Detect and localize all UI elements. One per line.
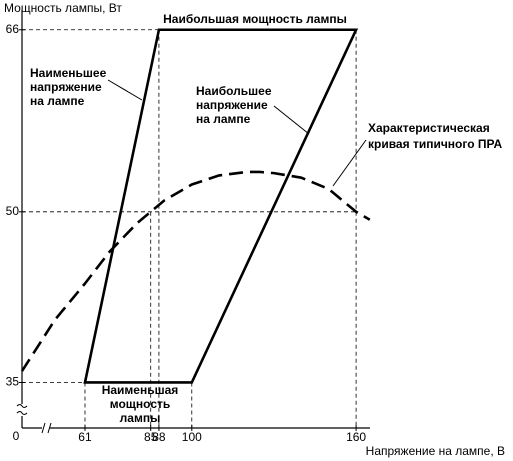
ballast-curve <box>20 170 371 372</box>
leader-line <box>273 105 310 135</box>
x-tick-label: 61 <box>78 430 92 444</box>
annotation: Наименьшая <box>102 383 179 397</box>
annotation: Наибольшая мощность лампы <box>163 12 347 26</box>
x-axis-label: Напряжение на лампе, В <box>366 444 505 458</box>
x-tick-label: 85 <box>144 430 158 444</box>
annotation: кривая типичного ПРА <box>368 137 502 151</box>
x-tick-label: 100 <box>182 430 202 444</box>
axis-break <box>41 422 52 434</box>
y-tick-label: 66 <box>6 22 20 36</box>
annotation: Наибольшее <box>196 84 272 98</box>
x-tick-label: 88 <box>152 430 166 444</box>
annotation: напряжение <box>196 98 268 112</box>
annotation: лампы <box>120 411 161 425</box>
annotation: на лампе <box>30 94 85 108</box>
origin-label: 0 <box>13 429 20 443</box>
annotation: напряжение <box>30 80 102 94</box>
leader-line <box>107 79 143 101</box>
y-tick-label: 50 <box>6 204 20 218</box>
leader-line <box>332 139 367 187</box>
annotation: Характеристическая <box>368 121 490 135</box>
y-tick-label: 35 <box>6 375 20 389</box>
x-tick-label: 160 <box>346 430 366 444</box>
annotation: на лампе <box>196 112 251 126</box>
axis-break <box>16 404 28 415</box>
lamp-region <box>83 28 359 384</box>
y-axis-label: Мощность лампы, Вт <box>4 1 122 15</box>
annotation: мощность <box>110 397 171 411</box>
annotation: Наименьшее <box>30 66 107 80</box>
